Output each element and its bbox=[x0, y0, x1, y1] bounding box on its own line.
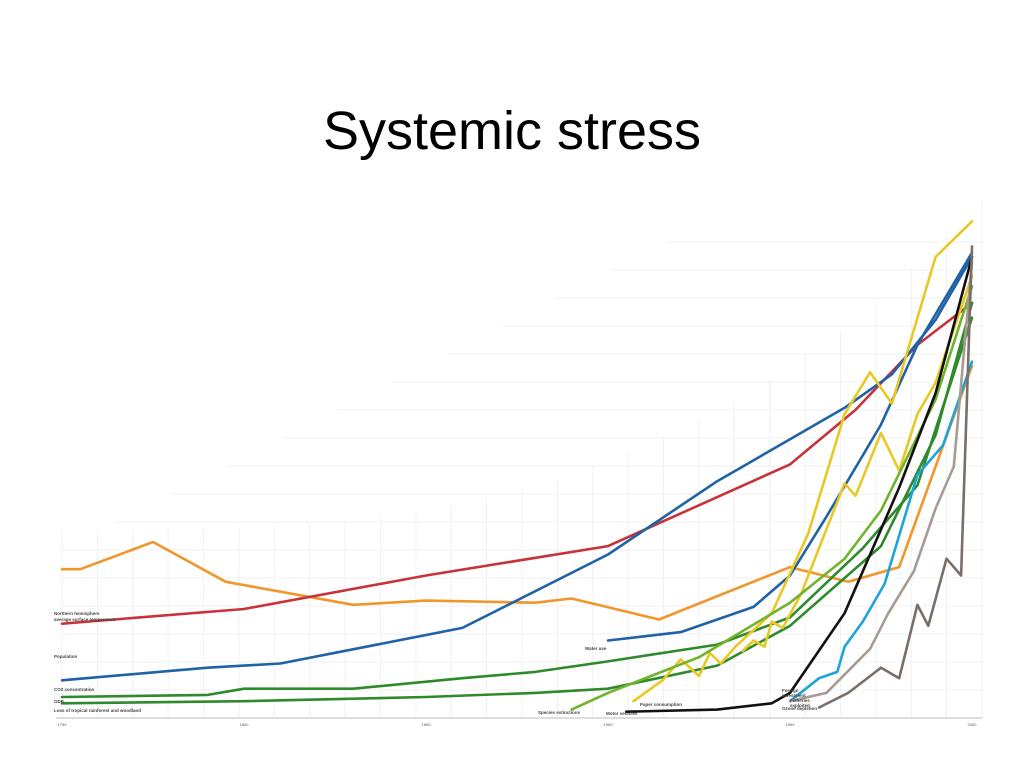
series-line-10 bbox=[624, 255, 974, 713]
x-tick-label: 1750 bbox=[58, 722, 68, 727]
series-line-7 bbox=[632, 220, 974, 703]
series-label: investment bbox=[782, 693, 806, 698]
series-line-5 bbox=[606, 251, 974, 642]
x-tick-label: 1850 bbox=[422, 722, 432, 727]
series-line-11 bbox=[788, 259, 974, 703]
series-label: GDP bbox=[54, 699, 64, 704]
series-label: Species extinctions bbox=[538, 710, 581, 715]
series-label: CO2 concentration bbox=[54, 687, 95, 692]
series-label: Northern hemisphere bbox=[54, 611, 100, 616]
chart-grid bbox=[56, 200, 985, 719]
series-label: Motor vehicles bbox=[606, 711, 638, 716]
series-line-12 bbox=[817, 245, 974, 709]
series-label: Population bbox=[54, 654, 77, 659]
series-label: exploited bbox=[790, 703, 810, 708]
slide-title: Systemic stress bbox=[322, 101, 702, 161]
series-line-6 bbox=[741, 274, 974, 653]
series-label: Water use bbox=[585, 646, 607, 651]
series-line-9 bbox=[788, 360, 974, 703]
series-label: average surface temperature bbox=[54, 617, 116, 622]
series-label: Paper consumption bbox=[640, 702, 682, 707]
series-line-4 bbox=[60, 301, 974, 705]
series-label: Fisheries bbox=[790, 698, 810, 703]
x-tick-label: 1950 bbox=[786, 722, 796, 727]
series-label: Loss of tropical rainforest and woodland bbox=[54, 708, 141, 713]
x-tick-label: 1800 bbox=[240, 722, 250, 727]
series-line-2 bbox=[60, 255, 974, 682]
series-label: Ozone depletion bbox=[782, 706, 817, 711]
x-axis-ticks: 1750 1800 1850 1900 1950 2000 bbox=[58, 722, 978, 727]
x-tick-label: 1900 bbox=[604, 722, 614, 727]
series-line-3 bbox=[60, 316, 974, 699]
series-line-0 bbox=[60, 364, 974, 621]
x-tick-label: 2000 bbox=[968, 722, 978, 727]
series-label: Foreign bbox=[782, 688, 799, 693]
series-layer bbox=[60, 220, 974, 713]
